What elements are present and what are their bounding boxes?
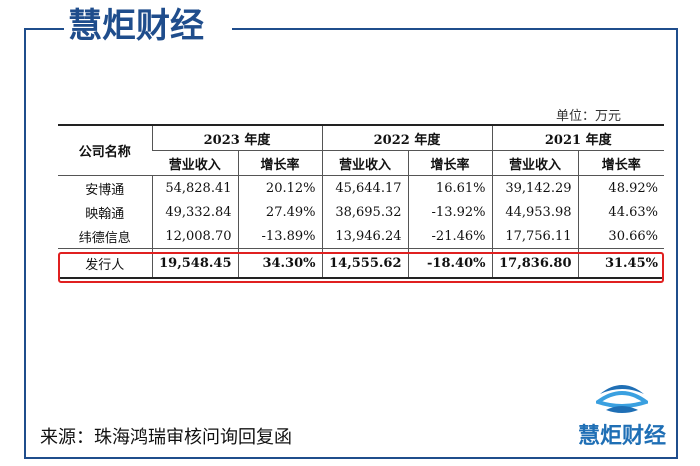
cell-value: 17,756.11 xyxy=(491,224,578,249)
unit-label: 单位：万元 xyxy=(556,109,622,124)
cell-value: 30.66% xyxy=(577,224,664,249)
brand-logo-top: 慧炬财经 xyxy=(68,6,204,46)
table-header-row-years: 公司名称 2023 年度 2022 年度 2021 年度 xyxy=(58,124,664,176)
table-header-row-metrics: 营业收入 增长率 营业收入 增长率 营业收入 增长率 xyxy=(58,150,664,176)
cell-value: 54,828.41 xyxy=(151,175,238,200)
frame-bottom-border xyxy=(24,457,678,459)
frame-top-right-border xyxy=(232,28,678,30)
company-name: 安博通 xyxy=(85,182,125,198)
company-name: 映翰通 xyxy=(85,206,125,222)
header-growth: 增长率 xyxy=(237,150,322,176)
source-caption: 来源：珠海鸿瑞审核问询回复函 xyxy=(40,427,292,448)
table-row: 安博通 54,828.41 20.12% 45,644.17 16.61% 39… xyxy=(58,175,664,200)
frame-right-border xyxy=(676,28,678,458)
header-growth: 增长率 xyxy=(577,150,664,176)
header-year-2021: 2021 年度 xyxy=(491,124,664,151)
cell-value: 27.49% xyxy=(237,200,322,224)
cell-value: 12,008.70 xyxy=(151,224,238,249)
table-row: 映翰通 49,332.84 27.49% 38,695.32 -13.92% 4… xyxy=(58,200,664,224)
cell-value: 38,695.32 xyxy=(321,200,408,224)
cell-value: 20.12% xyxy=(237,175,322,200)
cell-value: -13.89% xyxy=(237,224,322,249)
cell-value: -21.46% xyxy=(407,224,492,249)
header-year-2023: 2023 年度 xyxy=(151,124,322,151)
header-year-2022: 2022 年度 xyxy=(321,124,492,151)
brand-name-bottom: 慧炬财经 xyxy=(577,424,666,449)
header-company: 公司名称 xyxy=(58,124,152,176)
cell-value: 39,142.29 xyxy=(491,175,578,200)
cell-value: 13,946.24 xyxy=(321,224,408,249)
header-revenue: 营业收入 xyxy=(321,150,408,176)
wave-logo-icon xyxy=(596,385,648,413)
cell-value: 45,644.17 xyxy=(321,175,408,200)
cell-value: 44,953.98 xyxy=(491,200,578,224)
frame-top-left-border xyxy=(24,28,64,30)
header-growth: 增长率 xyxy=(407,150,492,176)
company-name: 纬德信息 xyxy=(78,230,131,246)
issuer-row-highlight-box xyxy=(58,252,664,283)
table-row: 纬德信息 12,008.70 -13.89% 13,946.24 -21.46%… xyxy=(58,224,664,249)
brand-logo-bottom: 慧炬财经 xyxy=(572,380,668,452)
cell-value: 48.92% xyxy=(577,175,664,200)
frame-left-border xyxy=(24,28,26,458)
cell-value: 49,332.84 xyxy=(151,200,238,224)
cell-value: -13.92% xyxy=(407,200,492,224)
revenue-table: 公司名称 2023 年度 2022 年度 2021 年度 营业收入 增长率 营业… xyxy=(58,124,664,279)
cell-value: 44.63% xyxy=(577,200,664,224)
header-revenue: 营业收入 xyxy=(152,150,238,176)
cell-value: 16.61% xyxy=(407,175,492,200)
header-revenue: 营业收入 xyxy=(491,150,578,176)
